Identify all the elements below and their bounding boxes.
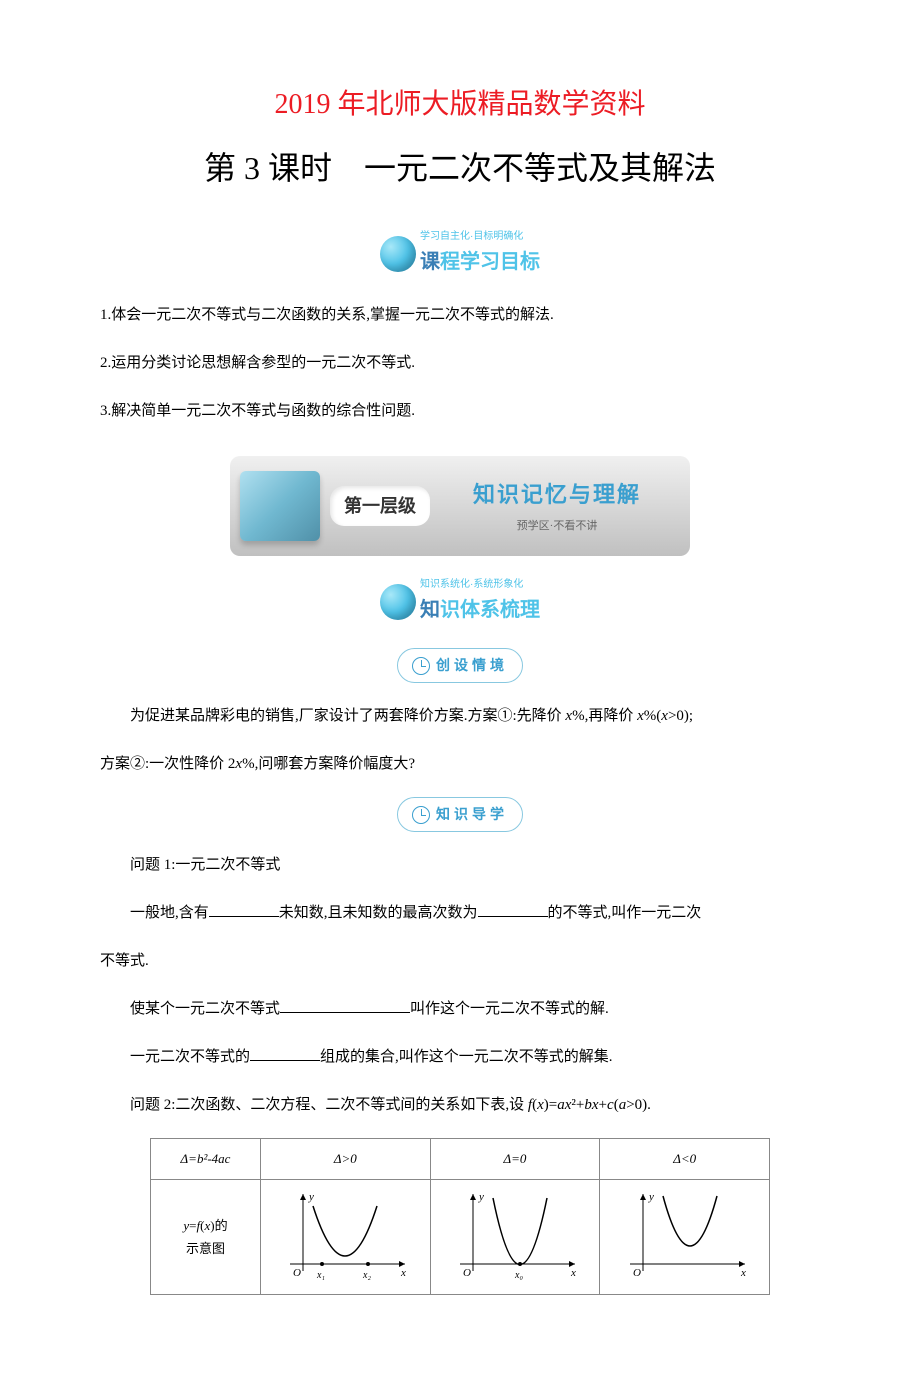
hdr-delta: Δ=b²-4ac [151,1139,261,1179]
hdr-lt0: Δ<0 [600,1139,770,1179]
svg-text:y: y [308,1191,314,1203]
svg-text:x: x [740,1267,746,1279]
row-label: y=f(x)y=f(x)的的示意图 [151,1179,261,1294]
table-graph-row: y=f(x)y=f(x)的的示意图 y x O x₁ x₂ [151,1179,770,1294]
objective-1: 1.体会一元二次不等式与二次函数的关系,掌握一元二次不等式的解法. [100,300,820,330]
pill-scenario-text: 创设情境 [436,653,508,678]
delta-table: Δ=b²-4ac Δ>0 Δ=0 Δ<0 y=f(x)y=f(x)的的示意图 y… [150,1138,770,1295]
obj-word1: 课 [420,251,440,273]
svg-text:x₀: x₀ [514,1270,523,1281]
knowledge-banner: 知识系统化·系统形象化 知识体系梳理 [100,576,820,628]
pill-scenario: 创设情境 [100,648,820,683]
sphere-icon [380,236,416,272]
svg-text:O: O [633,1267,641,1279]
graph-two-roots: y x O x₁ x₂ [261,1179,431,1294]
objectives-banner: 学习自主化·目标明确化 课程学习目标 [100,228,820,280]
sphere-icon [380,584,416,620]
svg-text:x: x [400,1267,406,1279]
sub-title: 第 3 课时 一元二次不等式及其解法 [100,140,820,198]
level-banner: 第一层级 知识记忆与理解 预学区·不看不讲 [100,456,820,556]
objective-3: 3.解决简单一元二次不等式与函数的综合性问题. [100,396,820,426]
svg-text:O: O [463,1267,471,1279]
scenario-p1: 为促进某品牌彩电的销售,厂家设计了两套降价方案.方案①:先降价 x%,再降价 x… [100,701,820,731]
graph-no-root: y x O [600,1179,770,1294]
q1-line3: 一元二次不等式的组成的集合,叫作这个一元二次不等式的解集. [100,1042,820,1072]
level-subtitle: 预学区·不看不讲 [440,517,674,537]
q1-line2: 使某个一元二次不等式叫作这个一元二次不等式的解. [100,994,820,1024]
obj-word-rest: 程学习目标 [440,251,540,273]
table-header-row: Δ=b²-4ac Δ>0 Δ=0 Δ<0 [151,1139,770,1179]
pill-guide-text: 知识导学 [436,802,508,827]
q1-line1: 一般地,含有未知数,且未知数的最高次数为的不等式,叫作一元二次 [100,898,820,928]
level-title: 知识记忆与理解 [440,475,674,515]
q2-title: 问题 2:二次函数、二次方程、二次不等式间的关系如下表,设 f(x)=ax²+b… [100,1090,820,1120]
main-title: 2019 年北师大版精品数学资料 [100,80,820,130]
pill-guide: 知识导学 [100,797,820,832]
level-label: 第一层级 [330,486,430,526]
svg-text:O: O [293,1267,301,1279]
clock-icon [412,657,430,675]
objective-2: 2.运用分类讨论思想解含参型的一元二次不等式. [100,348,820,378]
book-icon [240,471,320,541]
q1-line1b: 不等式. [100,946,820,976]
knowledge-word1: 知 [420,599,440,621]
clock-icon [412,806,430,824]
svg-text:x: x [570,1267,576,1279]
hdr-eq0: Δ=0 [430,1139,600,1179]
svg-text:y: y [648,1191,654,1203]
knowledge-word-rest: 识体系梳理 [440,599,540,621]
graph-one-root: y x O x₀ [430,1179,600,1294]
scenario-p2: 方案②:一次性降价 2x%,问哪套方案降价幅度大? [100,749,820,779]
q1-title: 问题 1:一元二次不等式 [100,850,820,880]
svg-text:y: y [478,1191,484,1203]
hdr-gt0: Δ>0 [261,1139,431,1179]
svg-text:x₂: x₂ [362,1270,371,1281]
svg-text:x₁: x₁ [316,1270,325,1281]
